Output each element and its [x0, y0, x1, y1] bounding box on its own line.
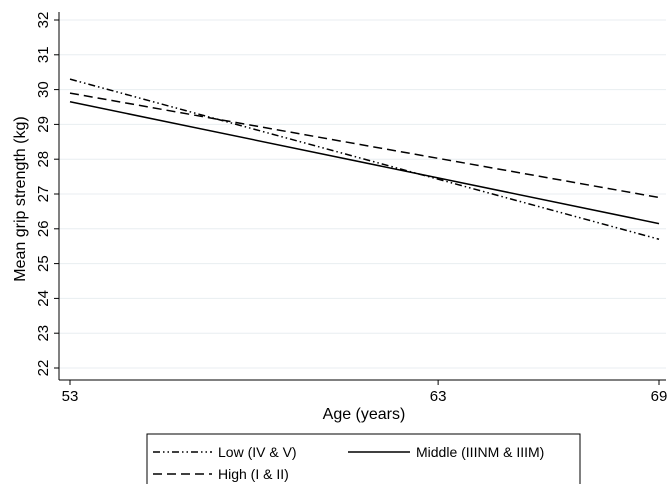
- y-tick-label-31: 31: [35, 46, 52, 63]
- y-tick-label-24: 24: [35, 290, 52, 307]
- legend-label-0: Low (IV & V): [218, 444, 297, 460]
- x-tick-label-69: 69: [651, 388, 668, 405]
- x-axis-title: Age (years): [323, 406, 406, 423]
- legend-box: [146, 433, 581, 484]
- y-axis-title: Mean grip strength (kg): [12, 116, 29, 281]
- y-axis-ticks: 22 23 24 25 26 27 28 29 30 31 32: [35, 12, 59, 377]
- gridlines: [59, 19, 666, 369]
- y-tick-label-32: 32: [35, 12, 52, 29]
- y-tick-label-26: 26: [35, 220, 52, 237]
- series-line-1: [69, 101, 660, 225]
- series-line-0: [69, 78, 660, 240]
- y-tick-label-27: 27: [35, 186, 52, 203]
- series-line-2: [69, 92, 660, 199]
- y-tick-label-22: 22: [35, 360, 52, 377]
- y-tick-label-23: 23: [35, 325, 52, 342]
- series-lines: [69, 78, 660, 240]
- x-tick-label-63: 63: [430, 388, 447, 405]
- x-tick-label-53: 53: [62, 388, 79, 405]
- legend: Low (IV & V) Middle (IIINM & IIIM) High (I…: [146, 433, 581, 484]
- axes: [58, 12, 666, 381]
- legend-label-1: Middle (IIINM & IIIM): [416, 444, 544, 460]
- y-tick-label-30: 30: [35, 81, 52, 98]
- y-tick-label-25: 25: [35, 255, 52, 272]
- y-tick-label-28: 28: [35, 151, 52, 168]
- x-axis-ticks: 53 63 69: [62, 380, 668, 405]
- y-tick-label-29: 29: [35, 116, 52, 133]
- legend-label-2: High (I & II): [218, 466, 289, 482]
